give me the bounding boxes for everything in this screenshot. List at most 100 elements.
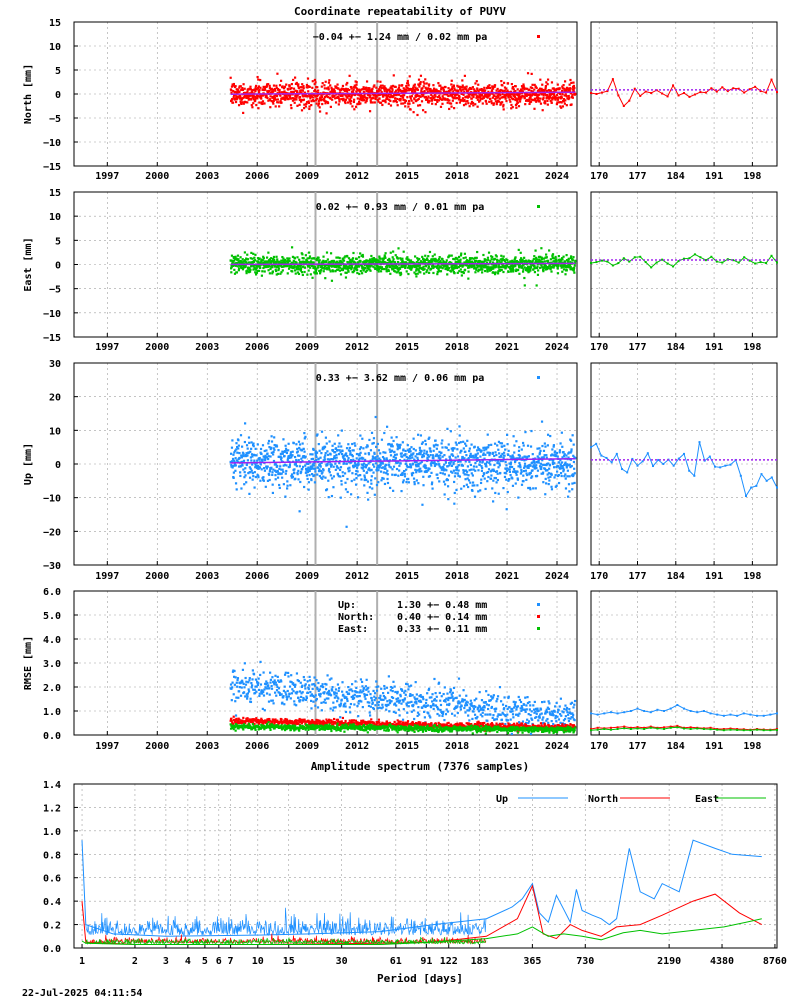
data-point <box>360 96 363 99</box>
x-tick-label: 191 <box>705 342 723 353</box>
data-point <box>290 474 293 478</box>
data-point <box>542 449 546 452</box>
data-point <box>249 88 253 91</box>
data-point <box>388 89 391 92</box>
data-point <box>435 462 438 466</box>
data-point <box>414 264 417 267</box>
data-point <box>453 266 457 270</box>
data-point <box>259 86 262 89</box>
data-point <box>311 264 314 267</box>
data-point <box>392 250 395 253</box>
data-point <box>392 465 396 468</box>
data-point <box>528 473 531 476</box>
data-point <box>400 265 403 269</box>
data-point <box>337 475 340 478</box>
data-point <box>416 93 419 96</box>
data-point <box>375 259 378 262</box>
data-point <box>419 467 422 470</box>
data-point <box>511 267 515 270</box>
data-point <box>365 259 368 262</box>
data-point <box>426 258 429 262</box>
data-point <box>336 268 339 271</box>
data-point <box>424 470 427 474</box>
data-point <box>341 261 344 264</box>
data-point <box>323 97 326 100</box>
data-point <box>245 463 248 467</box>
data-point <box>383 99 387 103</box>
data-point <box>322 270 325 273</box>
data-point <box>453 87 456 90</box>
data-point <box>288 464 292 467</box>
data-point <box>340 429 343 432</box>
data-point <box>416 88 420 91</box>
data-point <box>445 261 448 264</box>
data-point <box>522 95 526 98</box>
data-point <box>359 260 362 263</box>
data-point <box>417 263 420 266</box>
data-point <box>398 464 401 467</box>
data-point <box>229 452 233 455</box>
x-tick-label: 2003 <box>195 571 219 582</box>
data-point <box>302 87 305 90</box>
data-point <box>549 258 552 261</box>
data-point <box>318 449 321 452</box>
data-point <box>314 270 318 273</box>
data-point <box>315 455 318 459</box>
data-point <box>482 253 485 257</box>
data-point <box>475 256 478 259</box>
data-point <box>253 454 257 457</box>
data-point <box>242 264 245 268</box>
data-point <box>392 267 395 270</box>
data-point <box>290 107 293 110</box>
data-point <box>408 102 411 105</box>
data-point <box>239 471 242 474</box>
data-point <box>276 101 279 104</box>
data-point <box>249 456 253 459</box>
data-point <box>258 269 261 272</box>
data-point <box>542 270 545 273</box>
data-point <box>273 95 276 98</box>
data-point <box>324 277 327 280</box>
data-point <box>282 470 285 473</box>
east-zoom-line <box>590 253 778 269</box>
data-point <box>243 476 246 479</box>
data-point <box>230 99 233 102</box>
data-point <box>370 431 374 434</box>
data-point <box>498 464 501 467</box>
data-point <box>383 89 386 93</box>
data-point <box>298 258 301 261</box>
data-point <box>337 452 341 456</box>
data-point <box>286 459 289 462</box>
data-point <box>362 462 366 465</box>
data-point <box>423 452 426 455</box>
data-point <box>290 473 294 476</box>
data-point <box>463 473 466 476</box>
data-point <box>487 468 491 471</box>
data-point <box>470 468 473 471</box>
data-point <box>290 246 294 249</box>
data-point <box>231 460 234 463</box>
data-point <box>500 442 504 445</box>
data-point <box>349 85 353 89</box>
data-point <box>253 486 256 489</box>
data-point <box>236 265 239 268</box>
data-point <box>556 94 559 97</box>
data-point <box>383 254 386 257</box>
data-point <box>475 453 478 456</box>
data-point <box>345 447 349 450</box>
data-point <box>495 89 498 92</box>
data-point <box>328 440 331 443</box>
data-point <box>511 85 515 89</box>
data-point <box>501 101 504 104</box>
data-point <box>566 265 569 268</box>
data-point <box>541 261 544 264</box>
data-point <box>560 257 564 260</box>
data-point <box>523 462 527 465</box>
data-point <box>258 265 261 268</box>
x-tick-label: 2006 <box>245 571 269 582</box>
data-point <box>481 466 484 470</box>
data-point <box>516 478 520 481</box>
data-point <box>304 435 307 438</box>
data-point <box>346 268 349 271</box>
data-point <box>457 265 460 269</box>
